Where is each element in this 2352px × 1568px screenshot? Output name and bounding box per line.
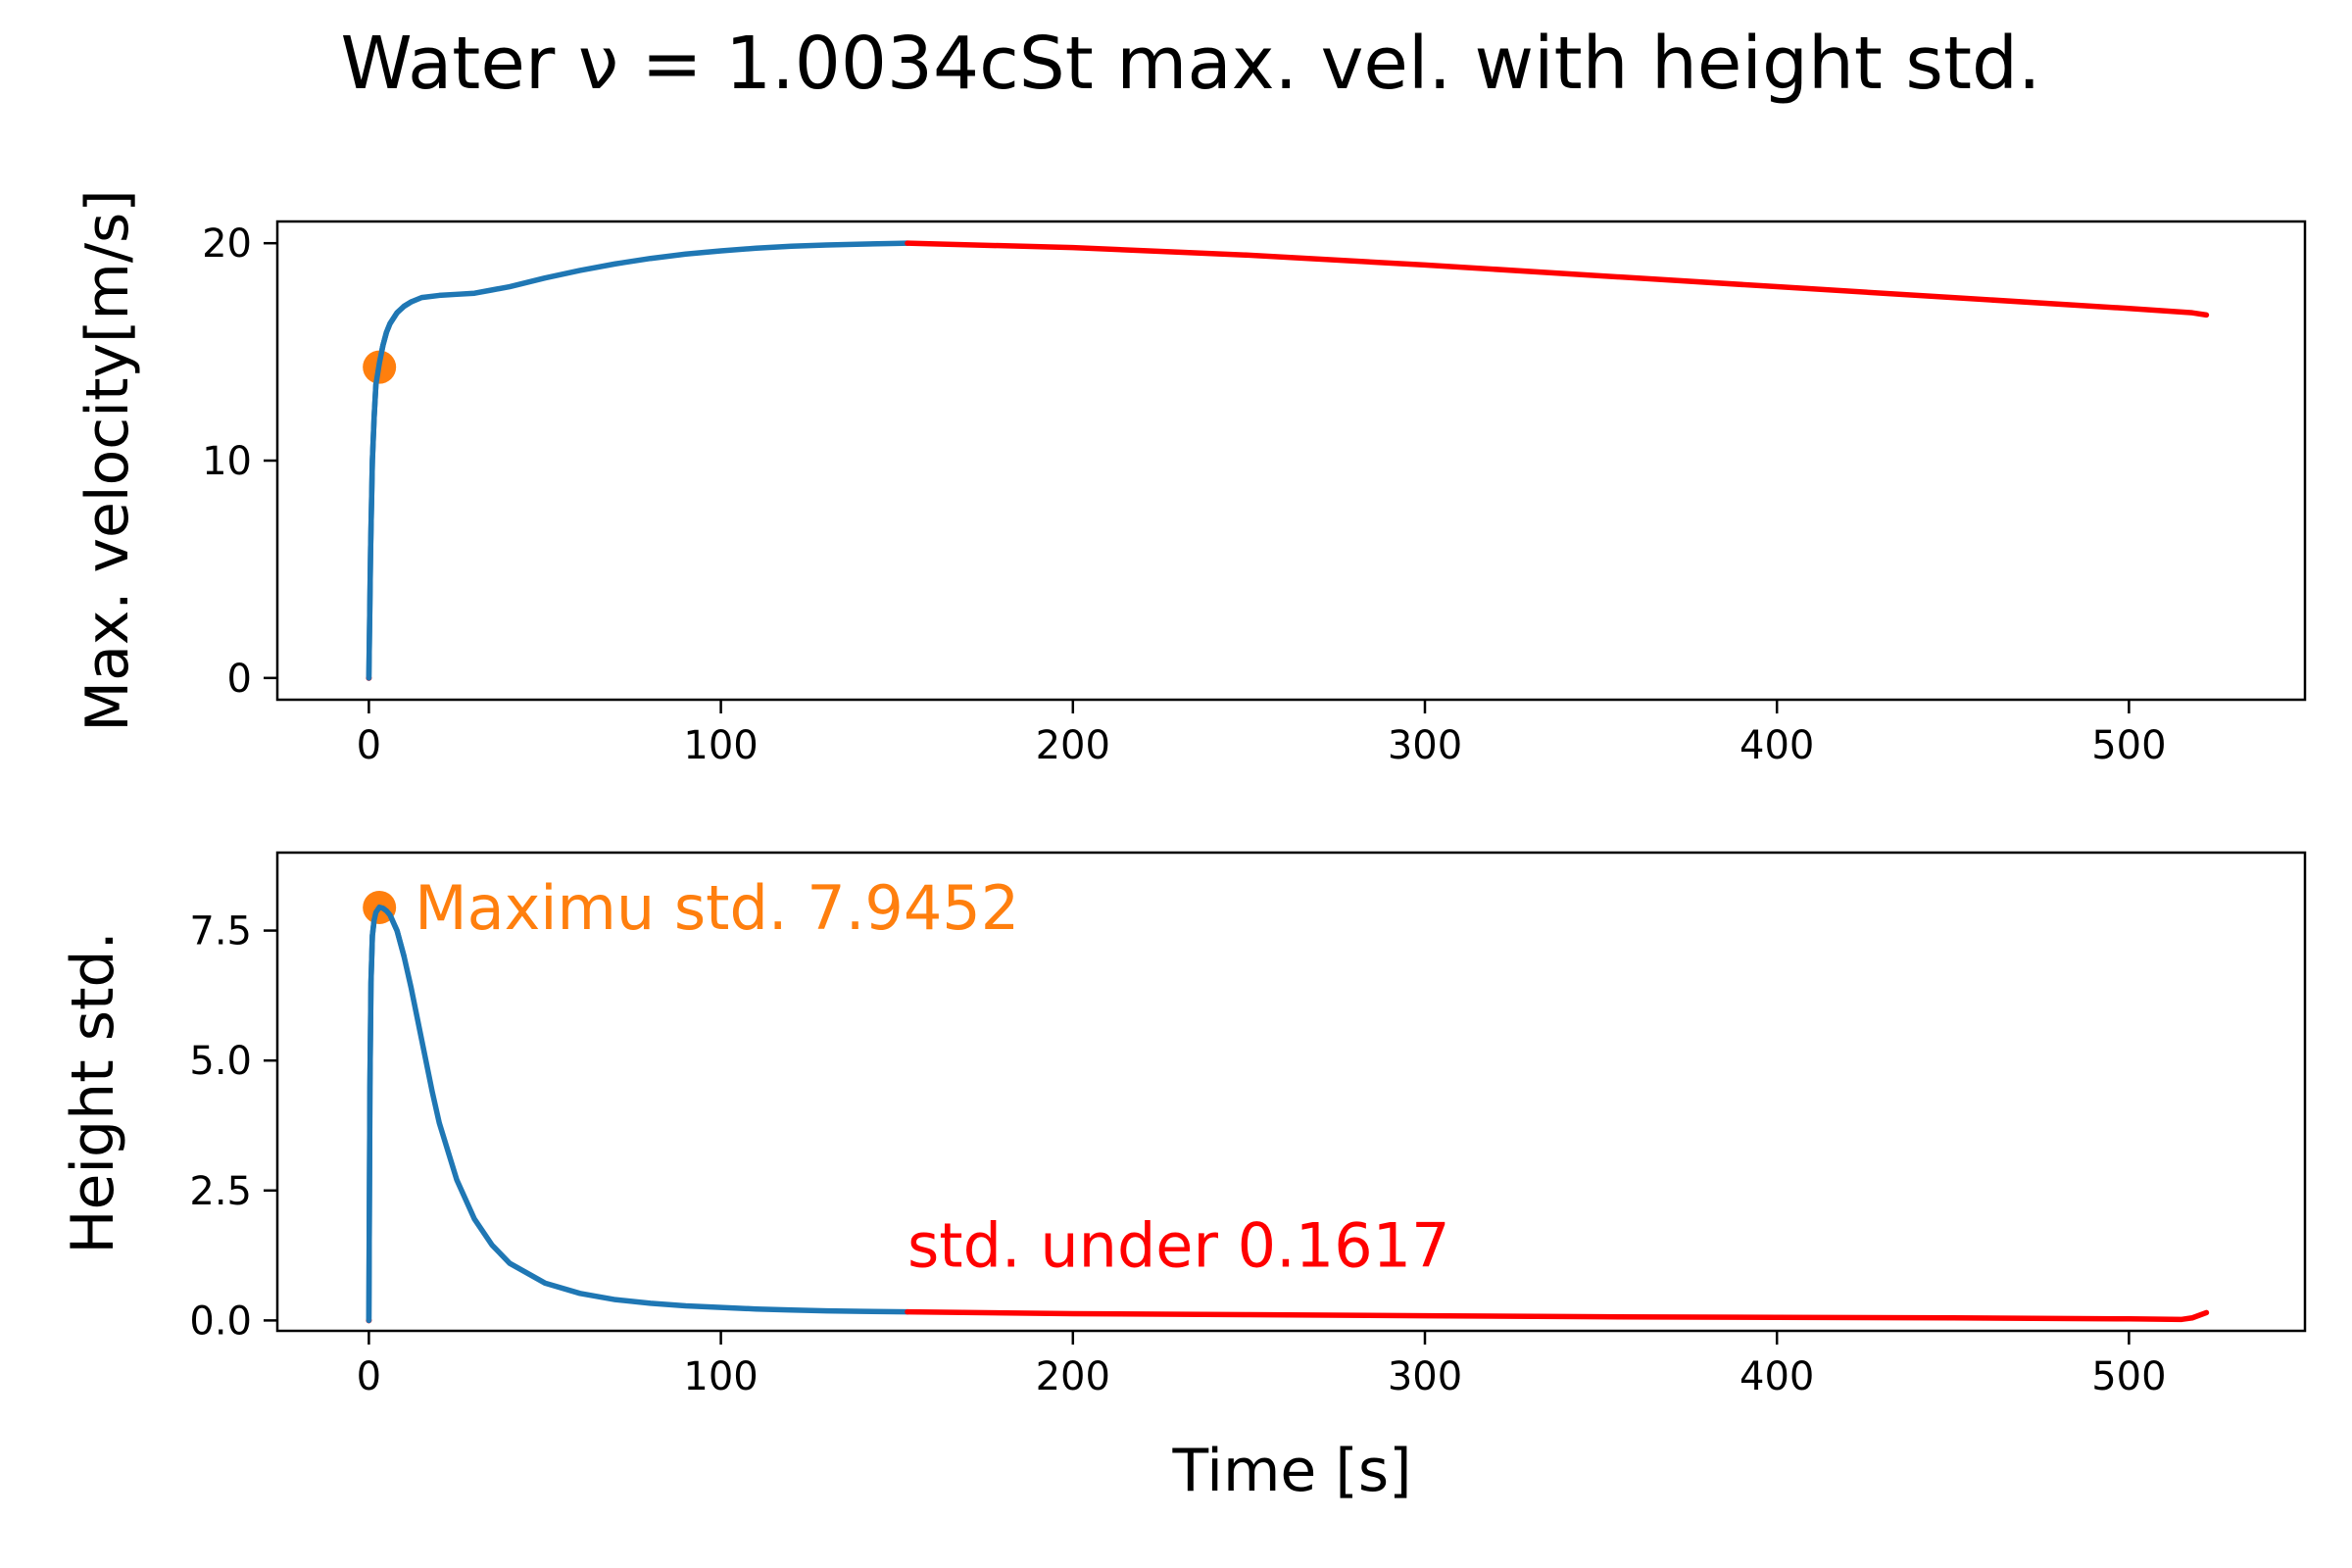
height-std-ylabel: Height std. <box>59 931 127 1253</box>
velocity-panel: 0 100 200 300 400 500 0 10 20 Max. velocity[m/s] <box>74 189 2307 768</box>
velocity-xtick-label: 500 <box>2091 723 2166 768</box>
velocity-xtick-label: 100 <box>683 723 758 768</box>
height-std-ytick-label: 0.0 <box>189 1298 252 1344</box>
velocity-ytick-label: 10 <box>202 439 252 484</box>
height-std-panel: 0 100 200 300 400 500 0.0 2.5 5.0 7.5 Height std. T… <box>59 851 2307 1505</box>
velocity-ytick-label: 20 <box>202 221 252 267</box>
velocity-ylabel: Max. velocity[m/s] <box>74 189 142 731</box>
height-std-xtick-label: 200 <box>1036 1354 1110 1399</box>
height-std-xtick-label: 100 <box>683 1354 758 1399</box>
height-std-xtick-label: 500 <box>2091 1354 2166 1399</box>
height-std-series-early-overlay <box>366 904 408 1324</box>
velocity-xtick-label: 400 <box>1740 723 1814 768</box>
height-std-annotation-0: Maximu std. 7.9452 <box>415 872 1019 944</box>
velocity-xtick-label: 300 <box>1388 723 1462 768</box>
height-std-xtick-label: 0 <box>357 1354 381 1399</box>
height-std-xlabel: Time [s] <box>1172 1437 1412 1505</box>
height-std-annotation-1: std. under 0.1617 <box>907 1209 1450 1281</box>
velocity-series-early-overlay <box>366 299 415 681</box>
height-std-xtick-label: 400 <box>1740 1354 1814 1399</box>
height-std-series-late-line <box>905 1308 2210 1323</box>
velocity-series-late-line <box>905 240 2210 318</box>
velocity-xtick-label: 0 <box>357 723 381 768</box>
chart-title: Water ν = 1.0034cSt max. vel. with heigh… <box>341 22 2041 106</box>
height-std-ytick-label: 2.5 <box>189 1169 252 1214</box>
velocity-xtick-label: 200 <box>1036 723 1110 768</box>
height-std-axes-frame <box>275 851 2307 1333</box>
height-std-ytick-label: 7.5 <box>189 909 252 955</box>
height-std-ytick-label: 5.0 <box>189 1039 252 1084</box>
velocity-ytick-label: 0 <box>227 657 252 702</box>
height-std-xtick-label: 300 <box>1388 1354 1462 1399</box>
